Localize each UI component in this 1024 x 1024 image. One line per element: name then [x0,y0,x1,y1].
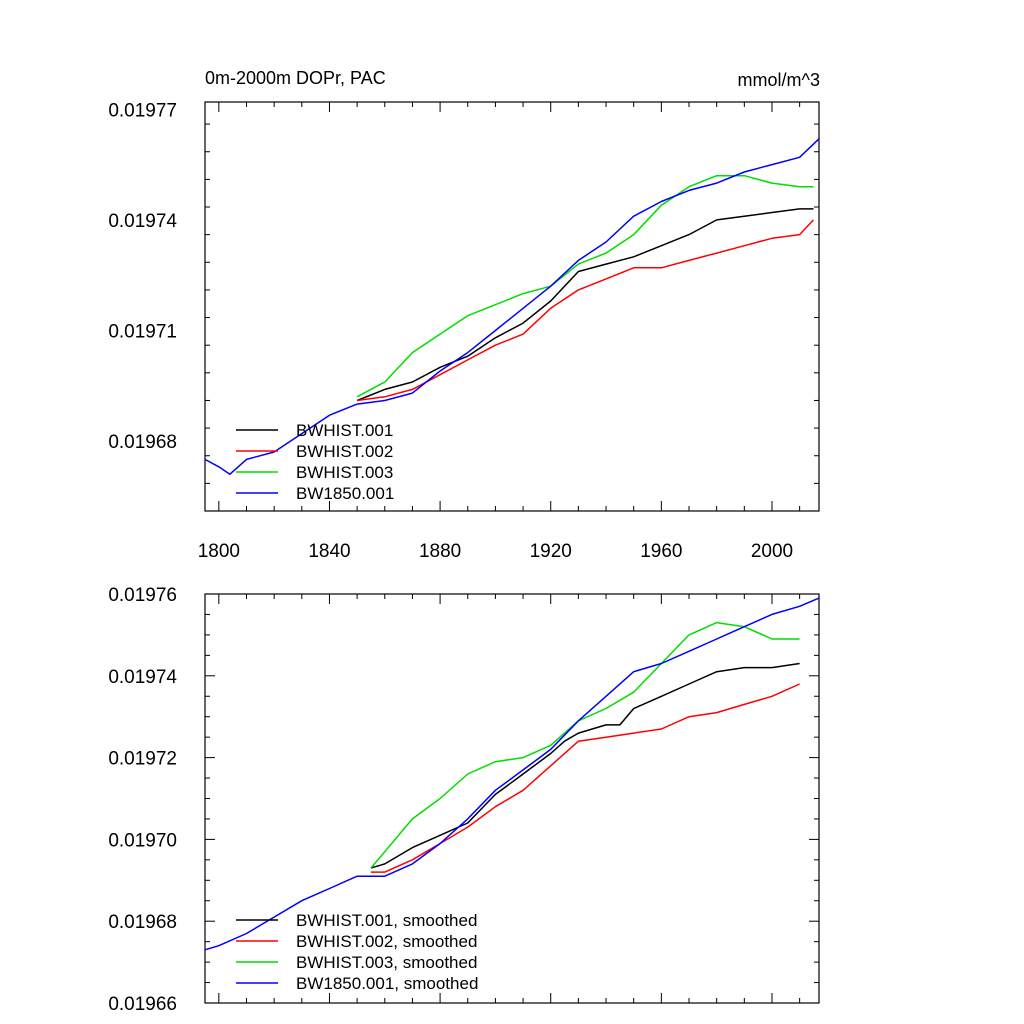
y-tick-label-2: 0.01974 [108,211,177,232]
legend-label-2: BWHIST.003, smoothed [296,953,477,972]
legend-label-3: BW1850.001 [296,484,394,503]
x-tick-label-1960: 1960 [640,541,682,562]
top-panel-title: 0m-2000m DOPr, PAC [205,68,386,88]
x-tick-label-1840: 1840 [308,541,350,562]
x-tick-label-1920: 1920 [530,541,572,562]
top-plot-frame [204,101,820,512]
legend-label-0: BWHIST.001 [296,421,393,440]
series-line-2 [370,621,800,869]
x-tick-label-1800: 1800 [198,541,240,562]
series-line-0 [370,662,800,869]
legend-label-1: BWHIST.002, smoothed [296,932,477,951]
y-tick-label-2: 0.01970 [108,830,177,851]
y-tick-label-3: 0.01977 [108,100,177,121]
series-line-3 [204,138,820,475]
bottom-panel: 0.01966 0.01968 0.01970 0.01972 0.01974 0.019… [108,585,820,1015]
legend-label-2: BWHIST.003 [296,463,393,482]
x-tick-label-2000: 2000 [751,541,793,562]
legend-label-1: BWHIST.002 [296,442,393,461]
y-tick-label-5: 0.01976 [108,585,177,606]
y-tick-label-0: 0.01966 [108,994,177,1015]
series-line-3 [204,597,820,951]
x-tick-label-1880: 1880 [419,541,461,562]
y-tick-label-4: 0.01974 [108,667,177,688]
top-panel: 0m-2000m DOPr, PAC mmol/m^3 1800 1840 1880… [108,68,820,562]
y-tick-label-3: 0.01972 [108,749,177,770]
y-tick-label-0: 0.01968 [108,432,177,453]
series-line-2 [356,174,814,398]
legend-label-3: BW1850.001, smoothed [296,974,478,993]
series-line-1 [357,219,815,402]
series-line-1 [370,683,800,873]
series-line-0 [356,208,814,402]
y-tick-label-1: 0.01971 [108,321,177,342]
legend-label-0: BWHIST.001, smoothed [296,911,477,930]
top-panel-units: mmol/m^3 [738,70,820,90]
y-tick-label-1: 0.01968 [108,912,177,933]
